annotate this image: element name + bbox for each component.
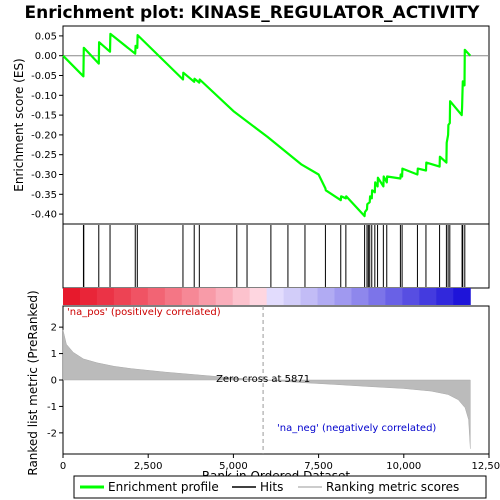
metric-y-axis: 2 1 0 -1 -2 [47,323,63,439]
enrichment-score-panel: 0.05 0.00 -0.05 -0.10 -0.15 -0.20 -0.25 -0.30 -0… [12,25,490,225]
negative-correlation-label: 'na_neg' (negatively correlated) [277,423,436,434]
rank-x-tick-label: 7,500 [304,461,333,472]
metric-y-tick-label: -2 [47,428,57,439]
es-y-tick-label: -0.40 [31,210,57,221]
enrichment-profile-line [62,32,472,218]
rank-color-segment [79,288,98,305]
rank-x-tick-label: 10,000 [386,461,421,472]
metric-y-tick-label: 0 [51,376,57,387]
es-y-tick-label: -0.35 [31,190,57,201]
rank-x-tick-label: 5,000 [219,461,248,472]
rank-color-segment [453,288,471,305]
rank-color-segment [130,288,149,305]
rank-color-segment [300,288,319,305]
rank-color-segment [181,288,200,305]
legend-frame [73,475,487,499]
es-y-tick-label: -0.20 [31,130,57,141]
es-y-axis: 0.05 0.00 -0.05 -0.10 -0.15 -0.20 -0.25 -0.30 -0… [31,31,63,221]
top-panel-frame [62,25,490,225]
rank-x-tick-label: 2,500 [134,461,163,472]
rank-color-segment [63,288,81,305]
rank-color-segment [402,288,420,305]
rank-color-bar [63,288,471,305]
rank-color-segment [215,288,234,305]
legend: Enrichment profile Hits Ranking metric sco… [73,475,487,499]
metric-y-tick-label: 1 [51,349,57,360]
es-y-tick-label: -0.15 [31,111,57,122]
metric-y-tick-label: -1 [47,402,57,413]
legend-label: Hits [260,480,283,494]
rank-color-segment [164,288,183,305]
ranking-metric-scores [62,329,471,449]
rank-x-axis: 0 2,500 5,000 7,500 10,000 12,500 [60,454,500,472]
chart-title: Enrichment plot: KINASE_REGULATOR_ACTIVI… [25,3,481,23]
rank-color-segment [419,288,437,305]
rank-color-segment [368,288,386,305]
ranking-metric-area [62,329,471,449]
enrichment-profile-series [62,32,472,218]
rank-color-segment [96,288,115,305]
metric-y-tick-label: 2 [51,323,57,334]
rank-color-segment [266,288,285,305]
rank-color-segment [147,288,166,305]
ranked-metric-panel: 2 1 0 -1 -2 0 2,500 5,000 7,500 10,000 12,500 Zer… [26,290,500,483]
rank-color-segment [385,288,403,305]
es-y-tick-label: -0.30 [31,170,57,181]
rank-color-segment [334,288,352,305]
rank-color-segment [351,288,369,305]
positive-correlation-label: 'na_pos' (positively correlated) [67,307,221,318]
rank-color-segment [113,288,132,305]
legend-label: Ranking metric scores [326,480,459,494]
rank-x-tick-label: 0 [60,461,66,472]
zero-cross-label: Zero cross at 5871 [216,374,310,385]
rank-color-segment [283,288,302,305]
rank-color-segment [198,288,217,305]
hits-panel [62,223,490,289]
rank-x-tick-label: 12,500 [472,461,500,472]
es-y-axis-label: Enrichment score (ES) [12,58,26,191]
hits-panel-frame [62,223,490,289]
es-y-tick-label: 0.00 [35,51,57,62]
rank-color-segment [232,288,251,305]
legend-label: Enrichment profile [108,480,219,494]
es-y-tick-label: -0.10 [31,91,57,102]
metric-y-axis-label: Ranked list metric (PreRanked) [26,290,40,475]
rank-color-segment [249,288,268,305]
es-y-tick-label: -0.25 [31,150,57,161]
es-y-tick-label: 0.05 [35,31,57,42]
hit-marks [82,225,466,287]
rank-color-segment [317,288,336,305]
es-y-tick-label: -0.05 [31,71,57,82]
rank-color-segment [436,288,454,305]
